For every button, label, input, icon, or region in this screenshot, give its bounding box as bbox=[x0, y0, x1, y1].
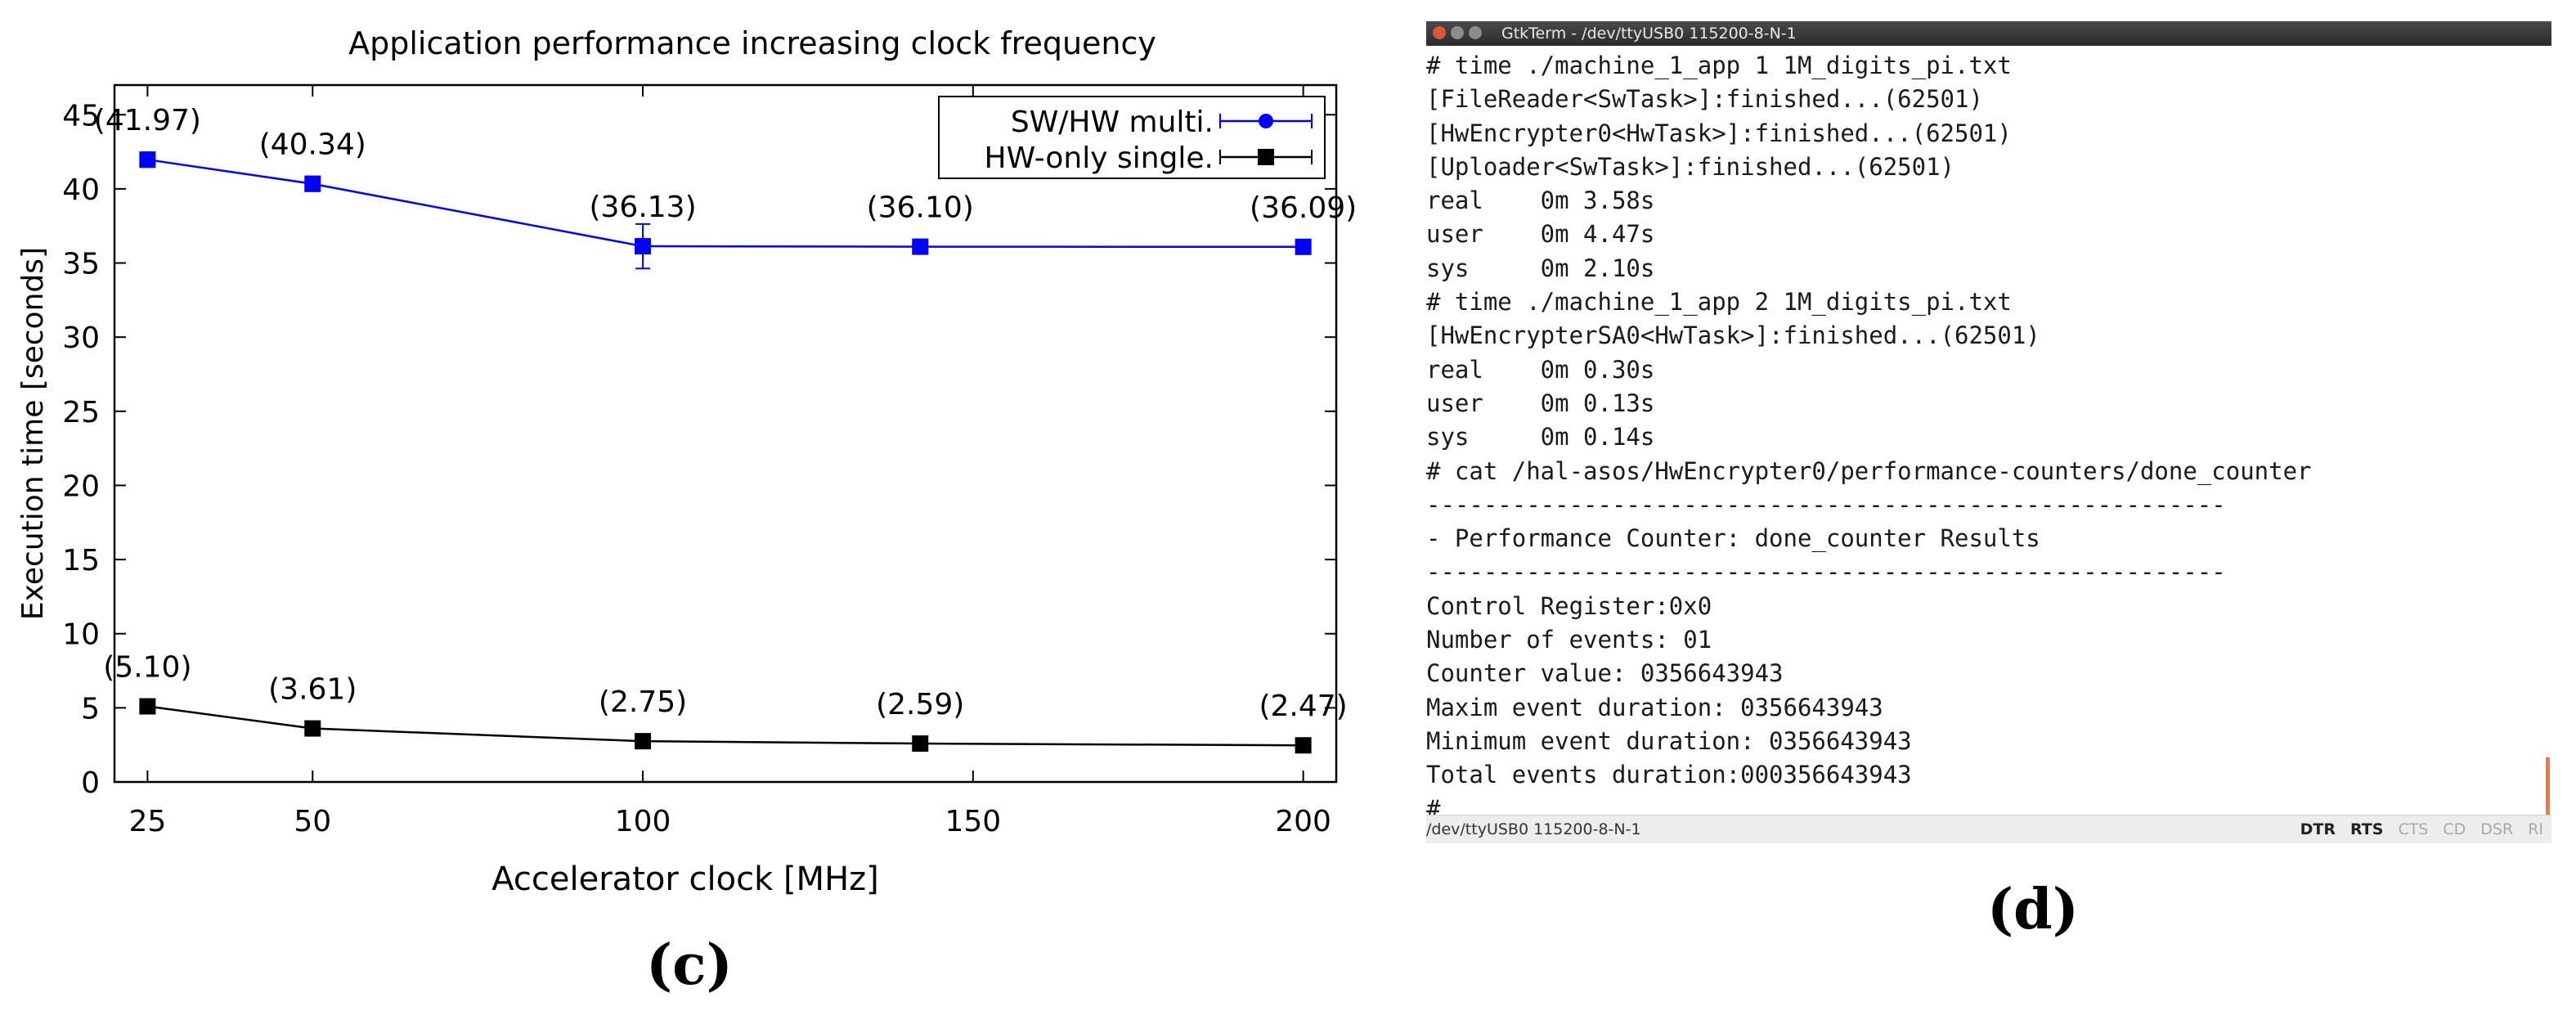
data-point bbox=[304, 175, 321, 192]
data-point bbox=[139, 151, 156, 168]
chart-title: Application performance increasing clock… bbox=[348, 25, 1156, 61]
y-tick-label: 45 bbox=[62, 99, 100, 133]
y-axis-label: Execution time [seconds] bbox=[16, 247, 50, 620]
terminal-line: Total events duration:000356643943 bbox=[1426, 761, 1912, 789]
data-label: (2.75) bbox=[599, 685, 687, 719]
terminal-line: real 0m 0.30s bbox=[1426, 355, 1655, 384]
y-tick-label: 35 bbox=[62, 248, 100, 281]
terminal-statusbar: /dev/ttyUSB0 115200-8-N-1 DTR RTS CTS CD DSR… bbox=[1426, 815, 2551, 843]
terminal-output[interactable]: # time ./machine_1_app 1 1M_digits_pi.tx… bbox=[1426, 49, 2551, 823]
terminal-line: sys 0m 2.10s bbox=[1426, 254, 1655, 282]
data-label: (2.59) bbox=[876, 688, 964, 721]
data-label: (2.47) bbox=[1259, 690, 1347, 723]
data-point bbox=[912, 238, 929, 255]
terminal-line: sys 0m 0.14s bbox=[1426, 423, 1655, 452]
terminal-line: ----------------------------------------… bbox=[1426, 558, 2226, 586]
y-tick-label: 0 bbox=[81, 766, 100, 800]
x-tick-label: 25 bbox=[128, 805, 166, 838]
series-hw-only-single: (5.10) (3.61) (2.75) (2.59) (2.47) bbox=[103, 651, 1348, 754]
terminal-line: Control Register:0x0 bbox=[1426, 591, 1712, 620]
x-tick-label: 50 bbox=[294, 805, 331, 838]
terminal-line: Minimum event duration: 0356643943 bbox=[1426, 726, 1912, 755]
data-label: (36.13) bbox=[589, 191, 696, 224]
panel-label-c: (c) bbox=[646, 932, 733, 998]
data-point bbox=[1295, 238, 1312, 255]
data-point bbox=[635, 733, 652, 750]
data-label: (5.10) bbox=[103, 651, 191, 685]
minimize-window-icon[interactable] bbox=[1451, 26, 1464, 39]
series-layer: (41.97) (40.34) (36.13) (36.10) (36.09) (5.10… bbox=[94, 104, 1357, 754]
x-axis: 25 50 100 150 200 bbox=[128, 85, 1331, 838]
signal-dtr: DTR bbox=[2300, 820, 2336, 838]
y-axis: 0 5 10 15 20 25 30 35 40 45 bbox=[62, 99, 1336, 800]
terminal-line: # cat /hal-asos/HwEncrypter0/performance… bbox=[1426, 456, 2312, 485]
legend-label: SW/HW multi. bbox=[1011, 106, 1214, 139]
terminal-line: [Uploader<SwTask>]:finished...(62501) bbox=[1426, 152, 1955, 181]
terminal-line: [HwEncrypterSA0<HwTask>]:finished...(625… bbox=[1426, 321, 2040, 350]
x-axis-label: Accelerator clock [MHz] bbox=[491, 860, 879, 898]
terminal-scrollbar-indicator[interactable] bbox=[2546, 757, 2550, 815]
y-tick-label: 40 bbox=[62, 173, 100, 207]
x-tick-label: 200 bbox=[1275, 805, 1331, 838]
data-point bbox=[912, 735, 929, 753]
signal-dsr: DSR bbox=[2480, 820, 2514, 838]
terminal-line: ----------------------------------------… bbox=[1426, 490, 2226, 519]
y-tick-label: 15 bbox=[62, 544, 100, 577]
x-tick-label: 150 bbox=[945, 805, 1001, 838]
plot-area-frame bbox=[113, 83, 1338, 784]
terminal-line: Maxim event duration: 0356643943 bbox=[1426, 693, 1883, 721]
data-point bbox=[139, 698, 156, 715]
terminal-line: # time ./machine_1_app 1 1M_digits_pi.tx… bbox=[1426, 52, 2012, 79]
data-point bbox=[635, 238, 652, 255]
panel-label-d: (d) bbox=[1987, 877, 2079, 942]
series-sw-hw-multi: (41.97) (40.34) (36.13) (36.10) (36.09) bbox=[94, 104, 1357, 270]
terminal-line: # time ./machine_1_app 2 1M_digits_pi.tx… bbox=[1426, 288, 2012, 317]
data-label: (41.97) bbox=[94, 104, 201, 137]
terminal-line: real 0m 3.58s bbox=[1426, 186, 1655, 215]
data-label: (36.09) bbox=[1250, 191, 1357, 225]
data-point bbox=[304, 720, 321, 737]
terminal-line: user 0m 4.47s bbox=[1426, 220, 1655, 249]
legend-marker bbox=[1259, 114, 1273, 128]
y-tick-label: 5 bbox=[81, 692, 100, 726]
signal-ri: RI bbox=[2528, 820, 2543, 838]
data-point bbox=[1295, 737, 1312, 754]
y-tick-label: 20 bbox=[62, 470, 100, 503]
execution-time-chart: Application performance increasing clock… bbox=[16, 25, 1357, 898]
terminal-line: [HwEncrypter0<HwTask>]:finished...(62501… bbox=[1426, 119, 2012, 147]
series-line bbox=[147, 705, 1304, 747]
maximize-window-icon[interactable] bbox=[1469, 26, 1482, 39]
terminal-line: user 0m 0.13s bbox=[1426, 389, 1655, 417]
signal-cd: CD bbox=[2443, 820, 2466, 838]
data-label: (36.10) bbox=[867, 191, 974, 225]
legend: SW/HW multi.HW-only single. bbox=[938, 96, 1326, 179]
terminal-line: - Performance Counter: done_counter Resu… bbox=[1426, 524, 2040, 553]
terminal-title: GtkTerm - /dev/ttyUSB0 115200-8-N-1 bbox=[1501, 25, 1797, 43]
close-window-icon[interactable] bbox=[1433, 26, 1446, 39]
terminal-line: [FileReader<SwTask>]:finished...(62501) bbox=[1426, 85, 1983, 114]
terminal-window: GtkTerm - /dev/ttyUSB0 115200-8-N-1 # ti… bbox=[1426, 21, 2551, 843]
x-tick-label: 100 bbox=[615, 805, 671, 838]
status-port-info: /dev/ttyUSB0 115200-8-N-1 bbox=[1426, 820, 1641, 838]
legend-marker bbox=[1258, 149, 1274, 165]
terminal-line: Counter value: 0356643943 bbox=[1426, 659, 1784, 688]
y-tick-label: 30 bbox=[62, 321, 100, 355]
terminal-line: Number of events: 01 bbox=[1426, 626, 1712, 654]
y-tick-label: 25 bbox=[62, 396, 100, 429]
signal-rts: RTS bbox=[2350, 820, 2384, 838]
status-signals: DTR RTS CTS CD DSR RI bbox=[2286, 816, 2543, 843]
legend-label: HW-only single. bbox=[985, 142, 1214, 175]
signal-cts: CTS bbox=[2398, 820, 2429, 838]
terminal-titlebar[interactable]: GtkTerm - /dev/ttyUSB0 115200-8-N-1 bbox=[1426, 21, 2551, 46]
data-label: (40.34) bbox=[259, 128, 366, 162]
y-tick-label: 10 bbox=[62, 618, 100, 652]
data-label: (3.61) bbox=[268, 673, 357, 707]
